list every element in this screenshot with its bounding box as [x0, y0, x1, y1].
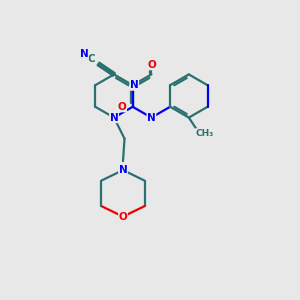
Text: CH₃: CH₃	[195, 129, 214, 138]
Text: N: N	[130, 80, 139, 90]
Text: N: N	[110, 112, 118, 123]
Text: N: N	[80, 49, 88, 59]
Text: O: O	[147, 60, 156, 70]
Text: O: O	[118, 102, 127, 112]
Text: O: O	[118, 212, 127, 222]
Text: C: C	[88, 54, 96, 64]
Text: N: N	[118, 165, 127, 175]
Text: N: N	[147, 112, 156, 123]
